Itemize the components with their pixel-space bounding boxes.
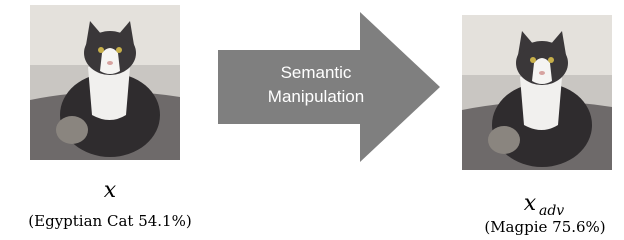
adversarial-image (462, 15, 612, 170)
input-caption: (Egyptian Cat 54.1%) (28, 212, 191, 230)
adv-caption: (Magpie 75.6%) (484, 218, 605, 236)
arrow-label: Manipulation (268, 87, 364, 106)
arrow-label: Semantic (281, 63, 352, 82)
input-image (30, 5, 180, 160)
figure: Semantic Manipulation x (Egyptian Cat 54… (0, 0, 624, 240)
input-symbol: x (104, 178, 117, 203)
adv-subscript: adv (539, 203, 564, 219)
adv-symbol: x (524, 191, 537, 216)
